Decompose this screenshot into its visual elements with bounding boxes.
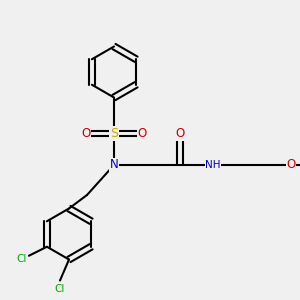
- Text: Cl: Cl: [55, 284, 65, 295]
- Text: O: O: [81, 127, 90, 140]
- Text: O: O: [176, 127, 184, 140]
- Text: O: O: [286, 158, 296, 172]
- Text: N: N: [110, 158, 118, 172]
- Text: O: O: [138, 127, 147, 140]
- Text: S: S: [110, 127, 118, 140]
- Text: NH: NH: [205, 160, 221, 170]
- Text: Cl: Cl: [16, 254, 27, 264]
